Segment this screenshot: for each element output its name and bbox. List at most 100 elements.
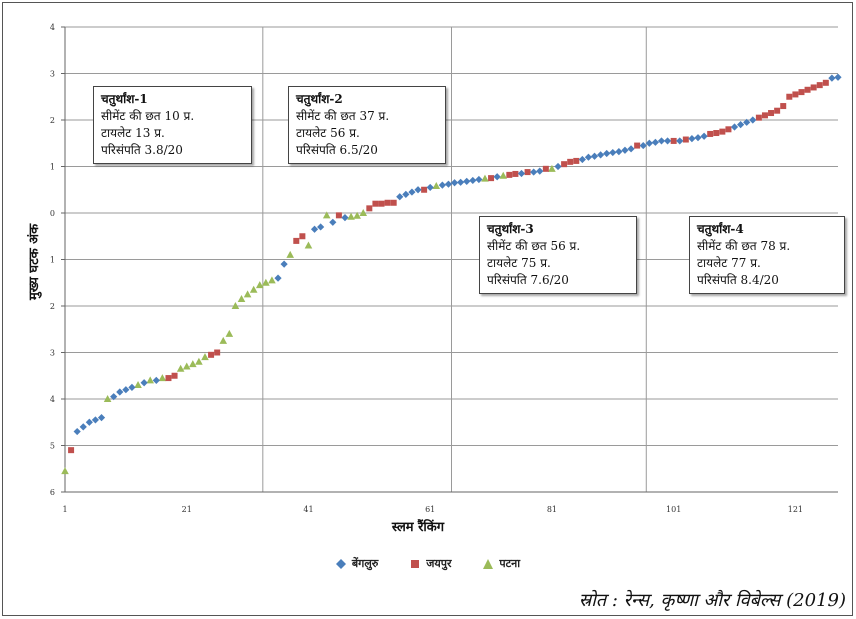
point-patna bbox=[237, 295, 246, 303]
point-bengaluru bbox=[639, 141, 647, 150]
point-bengaluru bbox=[578, 155, 586, 164]
point-jaipur bbox=[725, 126, 732, 133]
point-bengaluru bbox=[310, 225, 319, 233]
point-bengaluru bbox=[85, 418, 93, 426]
point-bengaluru bbox=[280, 260, 288, 268]
point-bengaluru bbox=[749, 116, 757, 124]
point-jaipur bbox=[713, 130, 720, 137]
point-bengaluru bbox=[116, 388, 124, 396]
x-tick-label: 61 bbox=[425, 505, 435, 514]
point-jaipur bbox=[810, 84, 817, 91]
point-jaipur bbox=[761, 112, 768, 119]
y-tick-label: 0 bbox=[50, 209, 55, 218]
point-bengaluru bbox=[152, 376, 160, 384]
point-jaipur bbox=[384, 199, 391, 206]
y-tick-labels: 6 5 4 3 2 1 0 1 2 3 4 bbox=[50, 23, 55, 497]
y-axis-label: मुख्य घटक अंक bbox=[26, 223, 42, 301]
point-patna bbox=[249, 285, 258, 293]
point-jaipur bbox=[561, 161, 568, 168]
point-bengaluru bbox=[651, 138, 660, 146]
triangle-marker-icon bbox=[483, 559, 494, 569]
y-tick-label: 2 bbox=[50, 116, 55, 125]
point-jaipur bbox=[816, 82, 823, 89]
point-jaipur bbox=[755, 114, 762, 121]
y-tick-label: 2 bbox=[50, 302, 55, 311]
legend-label-bengaluru: बेंगलुरु bbox=[351, 557, 379, 570]
point-patna bbox=[359, 209, 368, 216]
point-jaipur bbox=[634, 142, 641, 149]
point-bengaluru bbox=[475, 175, 483, 184]
quadrant-dividers bbox=[262, 27, 647, 492]
point-bengaluru bbox=[743, 118, 751, 126]
point-patna bbox=[268, 276, 276, 284]
point-jaipur bbox=[68, 447, 75, 454]
point-patna bbox=[322, 211, 331, 219]
point-jaipur bbox=[786, 93, 793, 100]
point-bengaluru bbox=[536, 167, 544, 175]
point-jaipur bbox=[542, 165, 549, 172]
quadrant-4-box: चतुर्थांश-4 सीमेंट की छत 78 प्र. टायलेट … bbox=[689, 216, 845, 294]
x-tick-labels: 1 21 41 61 81 101 121 bbox=[62, 505, 803, 514]
legend-item-jaipur: जयपुर bbox=[410, 556, 452, 571]
point-bengaluru bbox=[730, 123, 739, 131]
point-jaipur bbox=[293, 237, 300, 244]
point-jaipur bbox=[378, 200, 385, 207]
quadrant-2-box: चतुर्थांश-2 सीमेंट की छत 37 प्र. टायलेट … bbox=[288, 86, 446, 164]
point-jaipur bbox=[682, 136, 689, 143]
point-bengaluru bbox=[122, 386, 130, 394]
quadrant-3-assets: परिसंपति 7.6/20 bbox=[487, 273, 569, 287]
point-jaipur bbox=[488, 175, 495, 182]
y-tick-label: 4 bbox=[50, 23, 55, 32]
quadrant-2-roof: सीमेंट की छत 37 प्र. bbox=[296, 109, 390, 123]
quadrant-4-roof: सीमेंट की छत 78 प्र. bbox=[697, 239, 791, 253]
legend: बेंगलुरु जयपुर पटना bbox=[0, 556, 856, 571]
point-jaipur bbox=[208, 351, 215, 358]
diamond-marker-icon bbox=[335, 559, 346, 569]
y-tick-label: 6 bbox=[50, 488, 55, 497]
point-jaipur bbox=[792, 91, 799, 98]
point-jaipur bbox=[774, 107, 781, 114]
point-jaipur bbox=[768, 110, 775, 117]
x-tick-label: 21 bbox=[182, 505, 192, 514]
point-bengaluru bbox=[450, 179, 459, 187]
point-bengaluru bbox=[621, 146, 629, 154]
x-axis-label: स्लम रैंकिंग bbox=[391, 518, 445, 535]
legend-item-patna: पटना bbox=[483, 556, 520, 571]
x-tick-label: 1 bbox=[62, 505, 67, 514]
point-bengaluru bbox=[737, 121, 745, 129]
point-bengaluru bbox=[554, 162, 562, 171]
quadrant-1-title: चतुर्थांश-1 bbox=[101, 92, 148, 106]
point-patna bbox=[432, 182, 441, 190]
point-patna bbox=[353, 211, 361, 219]
point-patna bbox=[103, 395, 112, 402]
point-jaipur bbox=[573, 157, 580, 164]
y-tick-label: 3 bbox=[50, 349, 55, 358]
point-patna bbox=[61, 467, 69, 475]
legend-item-bengaluru: बेंगलुरु bbox=[335, 556, 379, 571]
point-patna bbox=[219, 336, 228, 344]
point-bengaluru bbox=[590, 152, 599, 160]
point-bengaluru bbox=[530, 168, 538, 176]
point-jaipur bbox=[372, 200, 379, 207]
point-jaipur bbox=[670, 137, 677, 144]
point-jaipur bbox=[822, 79, 829, 86]
point-bengaluru bbox=[128, 383, 136, 391]
y-tick-label: 4 bbox=[50, 395, 55, 404]
point-bengaluru bbox=[317, 223, 325, 231]
point-patna bbox=[195, 357, 203, 365]
point-bengaluru bbox=[329, 218, 337, 226]
point-bengaluru bbox=[493, 173, 501, 181]
point-bengaluru bbox=[444, 180, 453, 188]
point-jaipur bbox=[524, 169, 531, 176]
point-patna bbox=[499, 171, 508, 179]
quadrant-3-roof: सीमेंट की छत 56 प्र. bbox=[487, 239, 581, 253]
point-patna bbox=[201, 353, 209, 361]
quadrant-2-toilet: टायलेट 56 प्र. bbox=[296, 126, 360, 140]
quadrant-3-title: चतुर्थांश-3 bbox=[487, 222, 534, 236]
point-bengaluru bbox=[584, 153, 593, 161]
point-bengaluru bbox=[97, 414, 106, 422]
point-patna bbox=[481, 174, 489, 182]
point-bengaluru bbox=[402, 190, 410, 198]
point-jaipur bbox=[165, 375, 172, 382]
